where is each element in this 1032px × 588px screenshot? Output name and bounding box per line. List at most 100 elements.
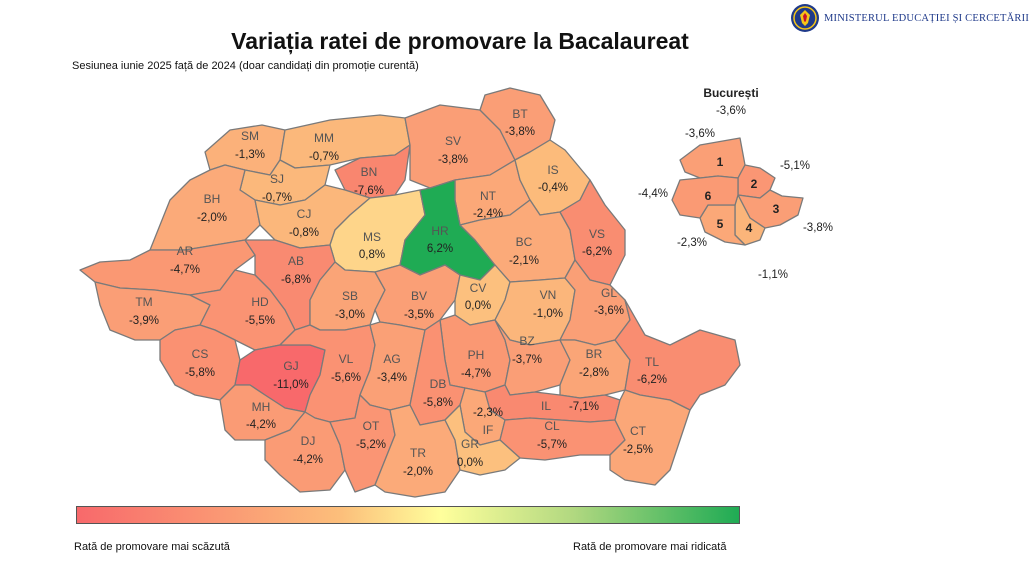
county-value-BH: -2,0% bbox=[197, 212, 227, 224]
county-value-IS: -0,4% bbox=[538, 182, 568, 194]
county-code-SM: SM bbox=[241, 129, 259, 143]
county-code-AG: AG bbox=[383, 352, 400, 366]
sector-6[interactable] bbox=[671, 175, 739, 219]
county-code-TL: TL bbox=[645, 355, 659, 369]
county-value-OT: -5,2% bbox=[356, 439, 386, 451]
sector-num-6: 6 bbox=[705, 189, 712, 203]
county-code-CT: CT bbox=[630, 424, 647, 438]
sector-num-4: 4 bbox=[746, 221, 753, 235]
county-code-OT: OT bbox=[363, 419, 380, 433]
sector-1[interactable] bbox=[679, 137, 746, 179]
county-regions bbox=[79, 87, 741, 498]
region-TR[interactable] bbox=[374, 404, 461, 498]
county-code-TM: TM bbox=[135, 295, 152, 309]
region-VS[interactable] bbox=[559, 179, 626, 286]
ministry-logo: MINISTERUL EDUCAȚIEI ȘI CERCETĂRII bbox=[790, 3, 1029, 33]
county-value-MH: -4,2% bbox=[246, 419, 276, 431]
region-BZ[interactable] bbox=[494, 319, 571, 396]
county-code-DJ: DJ bbox=[301, 434, 316, 448]
county-value-TM: -3,9% bbox=[129, 315, 159, 327]
county-code-MS: MS bbox=[363, 230, 381, 244]
county-code-DB: DB bbox=[430, 377, 447, 391]
region-BH[interactable] bbox=[149, 164, 261, 251]
county-value-CT: -2,5% bbox=[623, 444, 653, 456]
county-value-BR: -2,8% bbox=[579, 367, 609, 379]
sector-value-5: -2,3% bbox=[677, 237, 707, 249]
county-code-GJ: GJ bbox=[283, 359, 298, 373]
county-value-BN: -7,6% bbox=[354, 185, 384, 197]
sector-num-3: 3 bbox=[773, 202, 780, 216]
county-value-IF: -2,3% bbox=[473, 407, 503, 419]
county-code-HR: HR bbox=[431, 224, 449, 238]
county-value-PH: -4,7% bbox=[461, 368, 491, 380]
county-value-CV: 0,0% bbox=[465, 300, 491, 312]
sector-num-1: 1 bbox=[717, 155, 724, 169]
county-code-AB: AB bbox=[288, 254, 304, 268]
county-value-CJ: -0,8% bbox=[289, 227, 319, 239]
county-value-TL: -6,2% bbox=[637, 374, 667, 386]
county-code-CJ: CJ bbox=[297, 207, 312, 221]
county-value-GJ: -11,0% bbox=[273, 379, 309, 391]
county-value-SB: -3,0% bbox=[335, 309, 365, 321]
region-CT[interactable] bbox=[609, 389, 691, 486]
county-code-PH: PH bbox=[468, 348, 485, 362]
county-value-HR: 6,2% bbox=[427, 243, 453, 255]
county-code-VN: VN bbox=[540, 288, 557, 302]
sector-value-6: -4,4% bbox=[638, 188, 668, 200]
county-code-MM: MM bbox=[314, 131, 334, 145]
county-value-CS: -5,8% bbox=[185, 367, 215, 379]
county-code-BR: BR bbox=[586, 347, 603, 361]
region-CS[interactable] bbox=[159, 324, 241, 401]
county-value-VS: -6,2% bbox=[582, 246, 612, 258]
sector-value-2: -5,1% bbox=[780, 160, 810, 172]
county-value-MM: -0,7% bbox=[309, 151, 339, 163]
sector-value-1: -3,6% bbox=[685, 128, 715, 140]
county-value-AG: -3,4% bbox=[377, 372, 407, 384]
county-value-SV: -3,8% bbox=[438, 154, 468, 166]
county-value-CL: -5,7% bbox=[537, 439, 567, 451]
county-value-SM: -1,3% bbox=[235, 149, 265, 161]
county-code-NT: NT bbox=[480, 189, 497, 203]
legend-high-label: Rată de promovare mai ridicată bbox=[573, 541, 727, 553]
county-value-GL: -3,6% bbox=[594, 305, 624, 317]
sector-5[interactable] bbox=[699, 204, 746, 246]
county-value-DJ: -4,2% bbox=[293, 454, 323, 466]
ministry-name: MINISTERUL EDUCAȚIEI ȘI CERCETĂRII bbox=[824, 12, 1030, 24]
county-code-CL: CL bbox=[544, 419, 560, 433]
county-value-BZ: -3,7% bbox=[512, 354, 542, 366]
county-value-AB: -6,8% bbox=[281, 274, 311, 286]
region-GR[interactable] bbox=[444, 404, 521, 476]
county-value-HD: -5,5% bbox=[245, 315, 275, 327]
county-value-IL: -7,1% bbox=[569, 401, 599, 413]
legend-color-scale bbox=[76, 506, 740, 524]
county-code-BZ: BZ bbox=[519, 334, 534, 348]
county-value-BC: -2,1% bbox=[509, 255, 539, 267]
county-code-VS: VS bbox=[589, 227, 605, 241]
county-value-NT: -2,4% bbox=[473, 208, 503, 220]
county-value-BV: -3,5% bbox=[404, 309, 434, 321]
county-code-IF: IF bbox=[483, 423, 494, 437]
county-value-VL: -5,6% bbox=[331, 372, 361, 384]
county-code-MH: MH bbox=[252, 400, 271, 414]
bucharest-inset: București -3,6% 1 2 3 4 5 6 -3,6% -5,1% … bbox=[638, 86, 833, 281]
county-code-IS: IS bbox=[547, 163, 558, 177]
county-code-BV: BV bbox=[411, 289, 427, 303]
region-BT[interactable] bbox=[479, 87, 556, 161]
region-BR[interactable] bbox=[559, 339, 631, 399]
legend-low-label: Rată de promovare mai scăzută bbox=[74, 541, 230, 553]
county-code-BN: BN bbox=[361, 165, 378, 179]
map-subtitle: Sesiunea iunie 2025 față de 2024 (doar c… bbox=[72, 60, 419, 72]
sector-value-4: -1,1% bbox=[758, 269, 788, 281]
county-value-VN: -1,0% bbox=[533, 308, 563, 320]
county-code-SV: SV bbox=[445, 134, 461, 148]
sector-value-3: -3,8% bbox=[803, 222, 833, 234]
sector-num-5: 5 bbox=[717, 217, 724, 231]
county-code-CS: CS bbox=[192, 347, 209, 361]
county-code-GL: GL bbox=[601, 286, 617, 300]
county-code-AR: AR bbox=[177, 244, 194, 258]
county-code-HD: HD bbox=[251, 295, 269, 309]
county-code-CV: CV bbox=[470, 281, 487, 295]
county-code-BH: BH bbox=[204, 192, 221, 206]
county-value-SJ: -0,7% bbox=[262, 192, 292, 204]
